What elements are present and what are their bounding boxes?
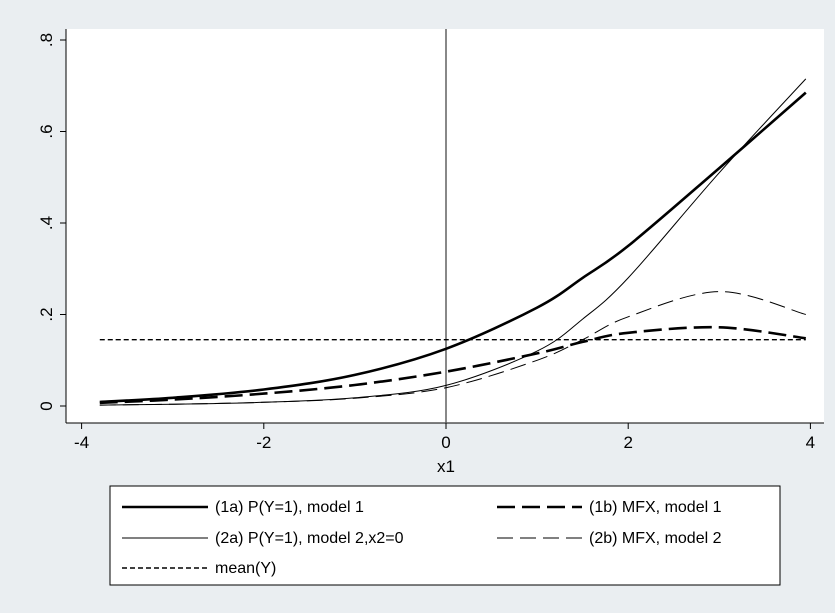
y-tick-label: .2 — [37, 307, 56, 321]
legend-label-3: (2a) P(Y=1), model 2,x2=0 — [215, 530, 404, 547]
legend-label-2: (1b) MFX, model 1 — [589, 499, 722, 516]
legend: (1a) P(Y=1), model 1 (1b) MFX, model 1 (2a… — [109, 485, 781, 586]
axes: -4 -2 0 2 4 0 .2 .4 .6 .8 — [37, 29, 824, 452]
series-line-2 — [99, 325, 806, 405]
series-line-1 — [99, 91, 807, 404]
y-tick-label: .8 — [37, 33, 56, 47]
legend-label-5: mean(Y) — [215, 560, 276, 577]
y-tick-label: 0 — [37, 401, 56, 410]
x-tick-label: 4 — [806, 433, 815, 452]
x-tick-label: 0 — [441, 433, 450, 452]
legend-label-1: (1a) P(Y=1), model 1 — [215, 499, 364, 516]
y-tick-label: .6 — [37, 124, 56, 138]
x-tick-label: -4 — [74, 433, 89, 452]
y-tick-label: .4 — [37, 216, 56, 230]
series-line-4 — [99, 291, 806, 406]
series-lines — [99, 78, 807, 406]
x-tick-label: -2 — [256, 433, 271, 452]
x-axis-title: x1 — [437, 457, 455, 476]
x-tick-label: 2 — [623, 433, 632, 452]
legend-box — [109, 485, 781, 586]
legend-label-4: (2b) MFX, model 2 — [589, 530, 722, 547]
plot-area — [66, 29, 824, 423]
